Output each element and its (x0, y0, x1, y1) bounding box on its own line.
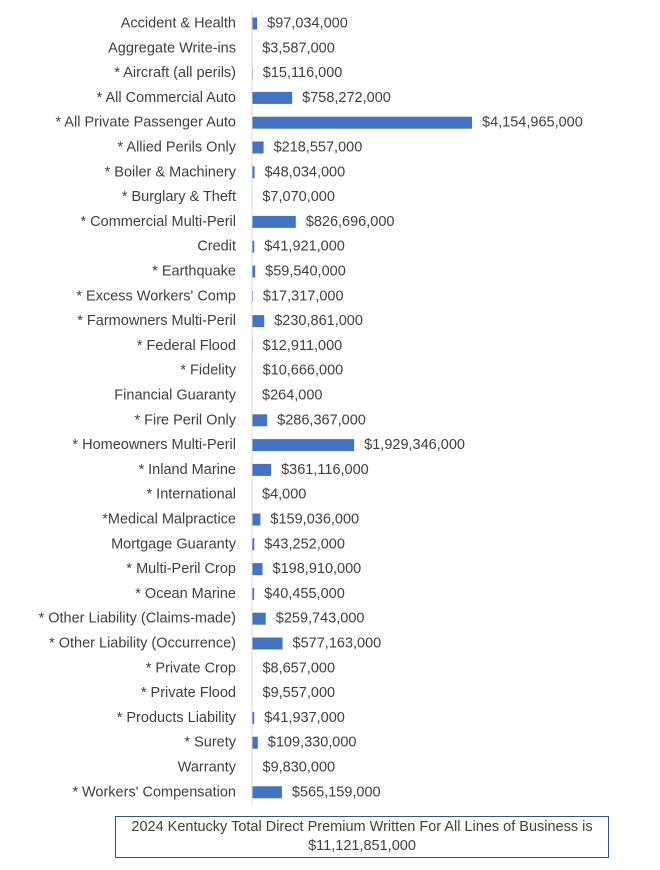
data-label: $286,367,000 (277, 412, 366, 428)
bar (252, 637, 283, 650)
total-premium-note: 2024 Kentucky Total Direct Premium Writt… (115, 816, 609, 858)
category-label: * Ocean Marine (135, 586, 236, 602)
total-premium-note-amount: $11,121,851,000 (308, 838, 416, 854)
data-label: $41,921,000 (264, 239, 345, 255)
category-label: Aggregate Write-ins (108, 40, 236, 56)
bar (252, 315, 265, 328)
bar (252, 91, 293, 104)
category-label: * Inland Marine (138, 462, 236, 478)
category-label: * Burglary & Theft (122, 189, 236, 205)
bar-chart: Accident & Health $97,034,000 Aggregate Wr… (39, 11, 583, 805)
category-label: * Excess Workers' Comp (76, 288, 236, 304)
category-label: * Private Flood (141, 685, 236, 701)
data-label: $48,034,000 (265, 164, 346, 180)
category-label: *Medical Malpractice (102, 512, 236, 528)
category-label: Accident & Health (121, 16, 236, 32)
category-label: * Products Liability (117, 710, 237, 726)
bar (252, 240, 255, 253)
bar (252, 513, 261, 526)
category-label: * Private Crop (146, 660, 236, 676)
data-label: $198,910,000 (273, 561, 362, 577)
category-label: * All Commercial Auto (97, 90, 236, 106)
data-label: $826,696,000 (306, 214, 395, 230)
category-label: * Fidelity (180, 363, 236, 379)
category-label: * Allied Perils Only (118, 140, 237, 156)
data-label: $8,657,000 (262, 660, 335, 676)
data-label: $9,830,000 (263, 760, 336, 776)
bar (252, 215, 296, 228)
bar (252, 736, 258, 749)
total-premium-note-text: 2024 Kentucky Total Direct Premium Writt… (131, 819, 593, 835)
bar (252, 17, 258, 30)
data-label: $230,861,000 (274, 313, 363, 329)
category-label: * Earthquake (152, 264, 236, 280)
data-label: $9,557,000 (263, 685, 336, 701)
category-label: * International (147, 487, 236, 503)
category-label: * Commercial Multi-Peril (81, 214, 237, 230)
data-label: $59,540,000 (265, 264, 346, 280)
category-label: Credit (197, 239, 236, 255)
category-label: * Multi-Peril Crop (126, 561, 236, 577)
data-label: $10,666,000 (263, 363, 344, 379)
data-label: $264,000 (262, 388, 322, 404)
data-label: $7,070,000 (262, 189, 335, 205)
data-label: $1,929,346,000 (364, 437, 465, 453)
data-label: $12,911,000 (263, 338, 343, 354)
category-label: * Workers' Compensation (72, 784, 236, 800)
data-label: $577,163,000 (293, 636, 382, 652)
category-label: * Aircraft (all perils) (114, 65, 236, 81)
data-label: $259,743,000 (276, 611, 365, 627)
category-label: * Surety (184, 735, 236, 751)
bar (252, 141, 264, 154)
bar (252, 711, 255, 724)
category-label: * Homeowners Multi-Peril (72, 437, 236, 453)
data-label: $218,557,000 (274, 140, 363, 156)
data-label: $361,116,000 (281, 462, 369, 478)
data-label: $15,116,000 (263, 65, 343, 81)
bar (252, 538, 255, 551)
data-label: $109,330,000 (268, 735, 357, 751)
bar (252, 166, 255, 179)
data-label: $159,036,000 (270, 512, 359, 528)
data-label: $40,455,000 (264, 586, 345, 602)
bar (252, 563, 263, 576)
category-label: * Farmowners Multi-Peril (77, 313, 236, 329)
category-label: * All Private Passenger Auto (55, 115, 236, 131)
category-label: Mortgage Guaranty (111, 536, 237, 552)
bar (252, 265, 256, 278)
category-label: * Other Liability (Occurrence) (49, 636, 236, 652)
data-label: $43,252,000 (264, 536, 345, 552)
category-label: * Fire Peril Only (134, 412, 236, 428)
bar (252, 786, 282, 799)
bar (252, 463, 272, 476)
data-label: $758,272,000 (302, 90, 391, 106)
category-label: * Federal Flood (137, 338, 236, 354)
data-label: $4,000 (262, 487, 306, 503)
bar (252, 587, 255, 600)
data-label: $97,034,000 (267, 16, 348, 32)
bar (252, 439, 355, 452)
data-label: $565,159,000 (292, 784, 381, 800)
category-label: * Boiler & Machinery (105, 164, 237, 180)
category-label: * Other Liability (Claims-made) (39, 611, 236, 627)
data-label: $3,587,000 (262, 40, 335, 56)
data-label: $4,154,965,000 (482, 115, 583, 131)
bar (252, 116, 472, 129)
bar (252, 612, 266, 625)
data-label: $17,317,000 (263, 288, 344, 304)
data-label: $41,937,000 (264, 710, 345, 726)
category-label: Warranty (178, 760, 237, 776)
category-label: Financial Guaranty (114, 388, 236, 404)
bar (252, 414, 268, 427)
